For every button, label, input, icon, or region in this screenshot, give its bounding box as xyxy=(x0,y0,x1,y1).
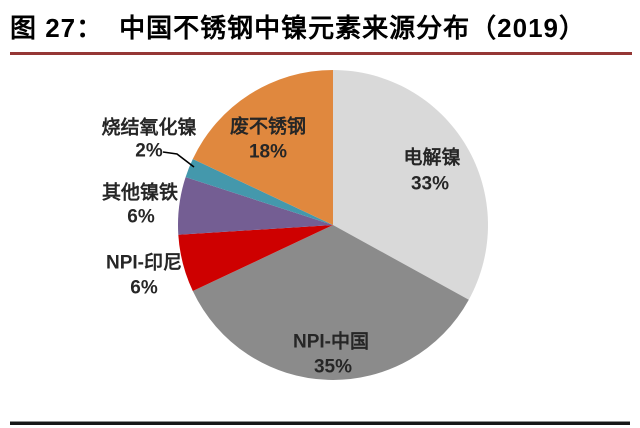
slice-name-废不锈钢: 废不锈钢 xyxy=(229,116,307,138)
slice-percent-NPI-中国: 35% xyxy=(313,356,353,378)
figure-number-label: 图 27： xyxy=(10,13,104,43)
pie-slice-烧结氧化镍 xyxy=(185,159,333,225)
slice-name-NPI-中国: NPI-中国 xyxy=(292,331,370,353)
figure-bottom-rule xyxy=(10,421,630,425)
pie-chart-svg xyxy=(162,70,488,380)
figure-title-text: 中国不锈钢中镍元素来源分布（2019） xyxy=(119,13,586,43)
slice-percent-废不锈钢: 18% xyxy=(248,141,288,163)
pie-slice-NPI-中国 xyxy=(192,225,469,380)
slice-percent-其他镍铁: 6% xyxy=(127,206,155,228)
slice-percent-电解镍: 33% xyxy=(410,173,450,195)
pie-slice-废不锈钢 xyxy=(192,70,333,225)
figure-title: 图 27： 中国不锈钢中镍元素来源分布（2019） xyxy=(10,8,632,45)
pie-chart: 电解镍 33% NPI-中国 35% NPI-印尼 6% 其他镍铁 6% 烧结氧化镍 2% 废不锈钢… xyxy=(0,56,640,416)
slice-name-电解镍: 电解镍 xyxy=(403,147,461,169)
slice-name-其他镍铁: 其他镍铁 xyxy=(101,182,179,204)
slice-percent-烧结氧化镍: 2% xyxy=(135,140,163,162)
leader-line-烧结氧化镍 xyxy=(162,151,195,168)
pie-slice-电解镍 xyxy=(333,70,488,300)
slice-name-NPI-印尼: NPI-印尼 xyxy=(105,252,183,274)
pie-slice-NPI-印尼 xyxy=(178,225,333,291)
slice-name-烧结氧化镍: 烧结氧化镍 xyxy=(101,117,197,139)
title-divider-rule xyxy=(10,52,632,55)
slice-percent-NPI-印尼: 6% xyxy=(130,277,158,299)
pie-slice-其他镍铁 xyxy=(177,177,333,235)
